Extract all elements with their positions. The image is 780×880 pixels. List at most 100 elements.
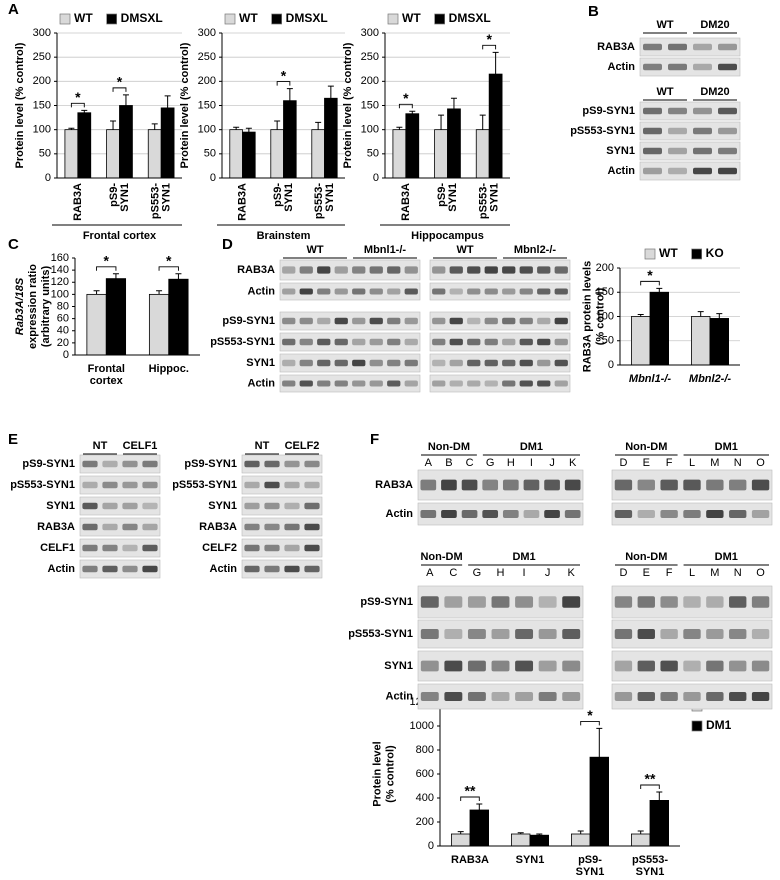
lane-label: H bbox=[507, 457, 515, 469]
error-bar bbox=[450, 97, 457, 109]
blot-band bbox=[444, 628, 463, 640]
bar bbox=[631, 316, 651, 366]
significance-label: * bbox=[104, 252, 110, 268]
blot-strip bbox=[79, 538, 161, 558]
bar bbox=[242, 131, 256, 179]
legend-label: DMSXL bbox=[121, 11, 163, 25]
blot-band bbox=[122, 523, 138, 531]
lane-label: N bbox=[734, 567, 742, 579]
blot-band bbox=[122, 502, 138, 510]
blot-header: WT bbox=[656, 19, 673, 31]
y-tick-label: 100 bbox=[51, 288, 69, 300]
blot-band bbox=[244, 544, 260, 552]
blot-band bbox=[467, 288, 481, 295]
blot-band bbox=[102, 565, 118, 573]
significance-label: * bbox=[403, 90, 409, 106]
bar bbox=[649, 291, 670, 366]
blot-band bbox=[491, 692, 510, 701]
error-bar bbox=[409, 110, 416, 114]
y-tick-label: 0 bbox=[608, 359, 614, 371]
blot-band bbox=[537, 317, 551, 325]
blot-band bbox=[432, 338, 446, 346]
blot-band bbox=[683, 660, 701, 672]
blot-band bbox=[432, 266, 446, 274]
significance-bracket bbox=[640, 784, 660, 789]
blot-band bbox=[660, 479, 678, 491]
blot-row-label: pS9-SYN1 bbox=[360, 596, 413, 608]
blot-band bbox=[387, 288, 401, 295]
bar bbox=[64, 129, 79, 179]
y-tick-label: 160 bbox=[51, 252, 69, 264]
x-tick-label: pS553-SYN1 bbox=[150, 183, 173, 219]
blot-band bbox=[142, 481, 158, 489]
blot-band bbox=[729, 660, 747, 672]
blot-band bbox=[299, 380, 313, 387]
blot-band bbox=[334, 338, 348, 346]
blot-strip bbox=[279, 374, 421, 393]
blot-band bbox=[467, 692, 486, 701]
x-axis-label: Hippocampus bbox=[411, 230, 484, 242]
blot-band bbox=[637, 596, 655, 608]
y-axis-label: (% control) bbox=[384, 745, 396, 803]
blot-band bbox=[637, 660, 655, 672]
blot-band bbox=[299, 266, 313, 274]
blot-band bbox=[484, 380, 498, 387]
error-bar bbox=[68, 127, 75, 130]
blot-header: WT bbox=[456, 244, 473, 256]
blot-header: WT bbox=[306, 244, 323, 256]
x-tick-label: pS9-SYN1 bbox=[576, 854, 605, 878]
blot-row-label: CELF1 bbox=[40, 542, 75, 554]
blot-band bbox=[751, 596, 770, 608]
blot-band bbox=[554, 288, 568, 295]
legend-label: WT bbox=[239, 11, 258, 25]
x-axis-label: Frontal cortex bbox=[83, 230, 157, 242]
legend-label: DM1 bbox=[706, 718, 732, 732]
blot-band bbox=[369, 359, 383, 367]
blot-band bbox=[718, 147, 737, 155]
blot-band bbox=[467, 596, 486, 608]
blot-strip bbox=[639, 141, 741, 161]
blot-band bbox=[284, 502, 300, 510]
legend-label: WT bbox=[74, 11, 93, 25]
error-bar bbox=[327, 85, 334, 99]
blot-header: Mbnl1-/- bbox=[364, 244, 406, 256]
blot-row-label: pS9-SYN1 bbox=[22, 458, 75, 470]
blot-header: DM1 bbox=[512, 551, 535, 563]
blot-strip bbox=[417, 502, 584, 526]
blot-header: DM1 bbox=[520, 441, 543, 453]
blot-band bbox=[244, 481, 260, 489]
blot-band bbox=[420, 479, 437, 491]
significance-label: * bbox=[166, 252, 172, 268]
y-tick-label: 400 bbox=[416, 792, 434, 804]
blot-band bbox=[564, 510, 581, 518]
blot-band bbox=[264, 523, 280, 531]
blot-band bbox=[660, 510, 678, 518]
blot-band bbox=[317, 359, 331, 367]
blot-row-label: Actin bbox=[210, 563, 238, 575]
blot-band bbox=[693, 167, 712, 175]
error-bar bbox=[656, 791, 663, 801]
blot-band bbox=[420, 660, 439, 672]
blot-band bbox=[317, 380, 331, 387]
blot-band bbox=[352, 338, 366, 346]
blot-strip bbox=[279, 259, 421, 281]
blot-band bbox=[404, 338, 418, 346]
blot-band bbox=[467, 359, 481, 367]
error-bar bbox=[438, 114, 445, 130]
blot-band bbox=[523, 479, 540, 491]
blot-band bbox=[304, 502, 320, 510]
blot-band bbox=[537, 288, 551, 295]
blot-band bbox=[467, 628, 486, 640]
x-tick-label: Hippoc. bbox=[149, 363, 189, 375]
blot-band bbox=[284, 523, 300, 531]
blot-band bbox=[449, 359, 463, 367]
blot-band bbox=[82, 481, 98, 489]
blot-band bbox=[264, 544, 280, 552]
significance-label: * bbox=[587, 707, 593, 723]
bar bbox=[119, 105, 133, 179]
lane-label: D bbox=[619, 567, 627, 579]
x-tick-label: RAB3A bbox=[236, 183, 248, 221]
significance-bracket bbox=[580, 720, 600, 726]
y-tick-label: 250 bbox=[33, 51, 51, 63]
blot-band bbox=[643, 167, 662, 175]
